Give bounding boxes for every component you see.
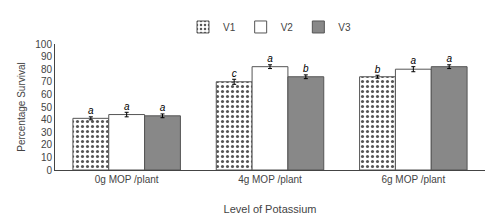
svg-text:80: 80 — [41, 64, 53, 75]
svg-text:a: a — [88, 105, 94, 116]
svg-text:a: a — [160, 102, 166, 113]
svg-text:V1: V1 — [223, 22, 236, 33]
svg-text:30: 30 — [41, 127, 53, 138]
svg-text:70: 70 — [41, 76, 53, 87]
svg-text:a: a — [124, 101, 130, 112]
svg-text:0: 0 — [46, 165, 52, 176]
svg-text:100: 100 — [35, 39, 52, 50]
svg-text:V2: V2 — [281, 22, 294, 33]
svg-text:10: 10 — [41, 152, 53, 163]
svg-text:b: b — [303, 63, 309, 74]
svg-text:20: 20 — [41, 139, 53, 150]
svg-text:90: 90 — [41, 51, 53, 62]
svg-text:50: 50 — [41, 102, 53, 113]
svg-text:a: a — [446, 53, 452, 64]
svg-text:Level of Potassium: Level of Potassium — [224, 203, 317, 215]
svg-text:b: b — [375, 64, 381, 75]
svg-text:6g MOP /plant: 6g MOP /plant — [381, 174, 445, 185]
svg-text:a: a — [267, 53, 273, 64]
svg-text:0g MOP /plant: 0g MOP /plant — [95, 174, 159, 185]
svg-text:V3: V3 — [338, 22, 351, 33]
svg-text:4g MOP /plant: 4g MOP /plant — [238, 174, 302, 185]
svg-text:Percentage Survival: Percentage Survival — [16, 62, 27, 152]
svg-text:a: a — [411, 55, 417, 66]
svg-text:c: c — [232, 68, 237, 79]
svg-text:40: 40 — [41, 114, 53, 125]
svg-text:60: 60 — [41, 89, 53, 100]
